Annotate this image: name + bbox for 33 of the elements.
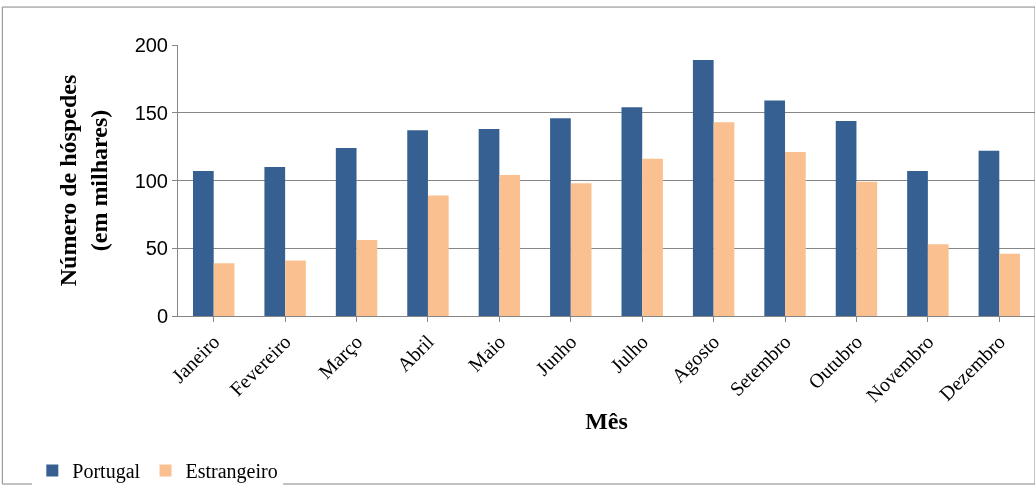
bar	[550, 118, 571, 316]
bar	[478, 129, 500, 316]
y-tick-label: 100	[134, 169, 168, 192]
x-axis-title: Mês	[585, 407, 628, 434]
legend-label: Estrangeiro	[185, 460, 278, 484]
bar	[335, 147, 357, 316]
y-tick-label: 200	[134, 34, 168, 56]
y-tick-label: 50	[145, 237, 168, 260]
bar	[692, 59, 714, 316]
bar	[213, 263, 235, 316]
bar	[407, 130, 428, 316]
y-tick-label: 0	[156, 305, 168, 327]
bar	[835, 120, 857, 316]
y-tick-label: 150	[134, 101, 168, 124]
bar	[499, 175, 521, 316]
legend-label: Portugal	[72, 460, 141, 484]
bar	[193, 171, 214, 316]
bar	[978, 150, 1000, 316]
bar	[785, 152, 806, 316]
bar	[764, 100, 786, 316]
bar	[642, 158, 663, 316]
bar	[427, 195, 449, 316]
bar	[570, 183, 592, 316]
bar	[713, 122, 735, 316]
bar	[621, 107, 643, 316]
bar	[927, 244, 949, 316]
bar	[356, 240, 378, 316]
bar	[285, 260, 306, 316]
bar	[907, 171, 928, 316]
bar	[999, 253, 1020, 316]
bar	[264, 166, 286, 316]
bar	[856, 181, 878, 316]
y-axis-title: Número de hóspedes (em milhares)	[54, 74, 112, 287]
